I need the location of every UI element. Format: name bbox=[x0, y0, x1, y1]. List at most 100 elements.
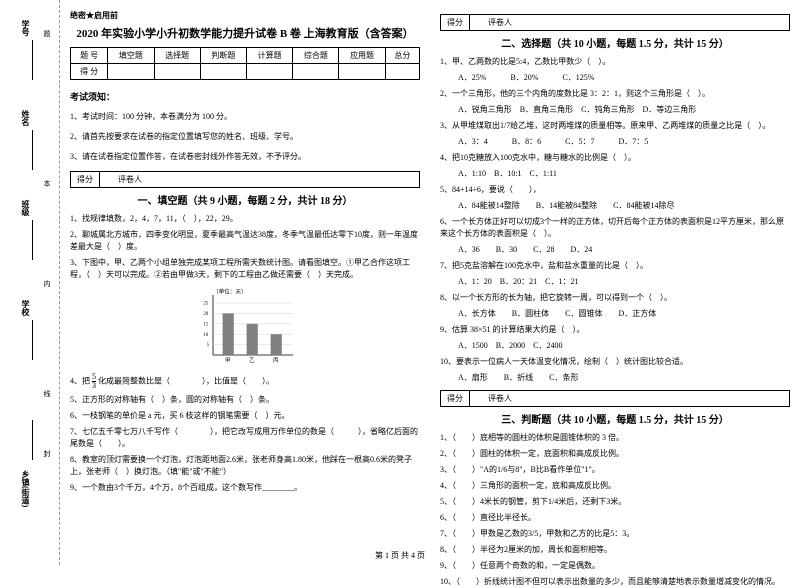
td bbox=[385, 64, 419, 80]
th: 应用题 bbox=[339, 48, 385, 64]
field-xuehao: 学号 bbox=[20, 20, 31, 36]
th: 判断题 bbox=[200, 48, 246, 64]
bar-label: 丙 bbox=[273, 357, 279, 364]
s2q5: 5、84+14÷6，要说（ ）， bbox=[440, 184, 790, 196]
section3-title: 三、判断题（共 10 小题，每题 1.5 分，共计 15 分） bbox=[440, 411, 790, 426]
s3q7: 7、（ ）甲数是乙数的3/5，甲数和乙方的比是5：3。 bbox=[440, 528, 790, 540]
s2q6: 6、一个长方体正好可以切成3个一样的正方体，切开后每个正方体的表面积是12平方厘… bbox=[440, 216, 790, 240]
grader-score: 得分 bbox=[71, 172, 100, 187]
s2q4o: A．1:10 B．10:1 C．1:11 bbox=[440, 168, 790, 180]
table-row: 题 号 填空题 选择题 判断题 计算题 综合题 应用题 总分 bbox=[71, 48, 420, 64]
s2q3o: A．3：4 B．8：6 C．5：7 D．7：5 bbox=[440, 136, 790, 148]
th: 综合题 bbox=[293, 48, 339, 64]
td bbox=[339, 64, 385, 80]
s2q2o: A．锐角三角形 B．直角三角形 C．钝角三角形 D．等边三角形 bbox=[440, 104, 790, 116]
notice-item: 1、考试时间：100 分钟，本卷满分为 100 分。 bbox=[70, 111, 420, 123]
q2: 2、聊城属北方城市，四季变化明显，夏季最高气温达38度，冬季气温最低达零下10度… bbox=[70, 229, 420, 253]
q5: 5、正方形的对称轴有（ ）条，圆的对称轴有（ ）条。 bbox=[70, 394, 420, 406]
field-line bbox=[32, 420, 33, 460]
s3q6: 6、（ ）直径比半径长。 bbox=[440, 512, 790, 524]
score-table: 题 号 填空题 选择题 判断题 计算题 综合题 应用题 总分 得 分 bbox=[70, 47, 420, 80]
q4-pre: 4、把 bbox=[70, 376, 90, 385]
q9: 9、一个数由3个千万，4个万，8个百组成，这个数写作________。 bbox=[70, 482, 420, 494]
s2q5o: A．84能被14整除 B．14能被84整除 C．84能被14除尽 bbox=[440, 200, 790, 212]
ytick: 20 bbox=[203, 312, 208, 317]
grader-box: 得分 评卷人 bbox=[440, 14, 790, 31]
grader-name: 评卷人 bbox=[470, 391, 530, 406]
grader-box: 得分 评卷人 bbox=[70, 171, 420, 188]
grader-score: 得分 bbox=[441, 15, 470, 30]
s3q9: 9、（ ）任意两个奇数的和，一定是偶数。 bbox=[440, 560, 790, 572]
marker: 封 bbox=[42, 450, 52, 469]
field-banji: 班级 bbox=[20, 200, 31, 216]
field-xingming: 姓名 bbox=[20, 110, 31, 126]
q1: 1、找规律填数，2，4，7，11，（ ），22，29。 bbox=[70, 213, 420, 225]
binding-margin: 学号 姓名 班级 学校 乡镇(街道) 题 本 内 线 封 bbox=[0, 0, 60, 565]
section2-title: 二、选择题（共 10 小题，每题 1.5 分，共计 15 分） bbox=[440, 35, 790, 50]
q6: 6、一枝钢笔的单价是 a 元，买 6 枝这样的钢笔需要（ ）元。 bbox=[70, 410, 420, 422]
right-column: 得分 评卷人 二、选择题（共 10 小题，每题 1.5 分，共计 15 分） 1… bbox=[440, 10, 790, 550]
th: 计算题 bbox=[246, 48, 292, 64]
td bbox=[108, 64, 154, 80]
td bbox=[246, 64, 292, 80]
q7: 7、七亿五千零七万八千写作（ ），把它改写成用万作单位的数是（ ），省略亿后面的… bbox=[70, 426, 420, 450]
s2q8: 8、以一个长方形的长为轴，把它旋转一周，可以得到一个（ ）。 bbox=[440, 292, 790, 304]
secret-label: 绝密★启用前 bbox=[70, 10, 420, 21]
bar-bing bbox=[271, 334, 282, 355]
field-line bbox=[32, 40, 33, 80]
s2q3: 3、从甲堆煤取出1/7给乙堆，这时两堆煤的质量相等。原来甲、乙两堆煤的质量之比是… bbox=[440, 120, 790, 132]
grader-box: 得分 评卷人 bbox=[440, 390, 790, 407]
ytick: 5 bbox=[207, 343, 210, 348]
td bbox=[293, 64, 339, 80]
s3q2: 2、（ ）圆柱的体积一定，底面积和高成反比例。 bbox=[440, 448, 790, 460]
th: 选择题 bbox=[154, 48, 200, 64]
marker: 题 bbox=[42, 30, 52, 49]
s2q8o: A．长方体 B．圆柱体 C．圆锥体 D．正方体 bbox=[440, 308, 790, 320]
bar-jia bbox=[223, 313, 234, 355]
s3q4: 4、（ ）三角形的面积一定，底和高成反比例。 bbox=[440, 480, 790, 492]
chart-ylabel: （单位：天） bbox=[213, 287, 247, 295]
table-row: 得 分 bbox=[71, 64, 420, 80]
field-line bbox=[32, 320, 33, 360]
q4: 4、把 53 化成最简整数比是（ ），比值是（ ）。 bbox=[70, 373, 420, 390]
bar-chart: （单位：天） 25 20 15 10 5 甲 乙 丙 bbox=[185, 287, 305, 367]
bar-label: 乙 bbox=[249, 357, 255, 364]
s2q7o: A．1：20 B．20：21 C．1：21 bbox=[440, 276, 790, 288]
bar-label: 甲 bbox=[225, 357, 231, 364]
td bbox=[154, 64, 200, 80]
page-content: 绝密★启用前 2020 年实验小学小升初数学能力提升试卷 B 卷 上海教育版（含… bbox=[70, 10, 790, 550]
grader-name: 评卷人 bbox=[470, 15, 530, 30]
s2q1: 1、甲、乙两数的比是5:4，乙数比甲数少（ ）。 bbox=[440, 56, 790, 68]
field-line bbox=[32, 220, 33, 260]
s3q5: 5、（ ）4米长的钢管，剪下1/4米后，还剩下3米。 bbox=[440, 496, 790, 508]
bar-yi bbox=[247, 324, 258, 355]
th: 题 号 bbox=[71, 48, 108, 64]
exam-title: 2020 年实验小学小升初数学能力提升试卷 B 卷 上海教育版（含答案） bbox=[70, 25, 420, 41]
s2q10: 10、要表示一位病人一天体温变化情况，绘制（ ）统计图比较合适。 bbox=[440, 356, 790, 368]
field-xuexiao: 学校 bbox=[20, 300, 31, 316]
page-footer: 第 1 页 共 4 页 bbox=[0, 550, 800, 561]
grader-score: 得分 bbox=[441, 391, 470, 406]
q4-frac: 53 bbox=[92, 373, 96, 390]
ytick: 15 bbox=[203, 322, 208, 327]
q8: 8、教室的顶灯需要换一个灯泡，灯泡距地面2.6米，张老师身高1.80米，他踩在一… bbox=[70, 454, 420, 478]
s2q10o: A．扇形 B．折线 C．条形 bbox=[440, 372, 790, 384]
s2q6o: A．36 B．30 C．28 D．24 bbox=[440, 244, 790, 256]
s2q9o: A．1500 B．2000 C．2400 bbox=[440, 340, 790, 352]
notice-item: 3、请在试卷指定位置作答，在试卷密封线外作答无效，不予评分。 bbox=[70, 151, 420, 163]
s2q9: 9、估算 38×51 的计算结果大约是（ ）。 bbox=[440, 324, 790, 336]
q4-post: 化成最简整数比是（ ），比值是（ ）。 bbox=[98, 376, 274, 385]
s3q10: 10、（ ）折线统计图不但可以表示出数量的多少，而且能够清楚地表示数量增减变化的… bbox=[440, 576, 790, 588]
ytick: 10 bbox=[203, 333, 208, 338]
s2q1o: A．25% B．20% C．125% bbox=[440, 72, 790, 84]
q3: 3、下图中，甲、乙两个小组单独完成某项工程所需天数统计图。请看图填空。①甲乙合作… bbox=[70, 257, 420, 281]
td bbox=[200, 64, 246, 80]
notice-title: 考试须知： bbox=[70, 90, 420, 103]
th: 总分 bbox=[385, 48, 419, 64]
marker: 内 bbox=[42, 280, 52, 299]
marker: 本 bbox=[42, 180, 52, 199]
s2q2: 2、一个三角形，他的三个内角的度数比是 3：2：1，则这个三角形是（ ）。 bbox=[440, 88, 790, 100]
s3q3: 3、（ ）"A的1/6与8"，B比B看作单位"1"。 bbox=[440, 464, 790, 476]
s2q4: 4、把10克糖放入100克水中，糖与糖水的比例是（ ）。 bbox=[440, 152, 790, 164]
field-line bbox=[32, 130, 33, 170]
